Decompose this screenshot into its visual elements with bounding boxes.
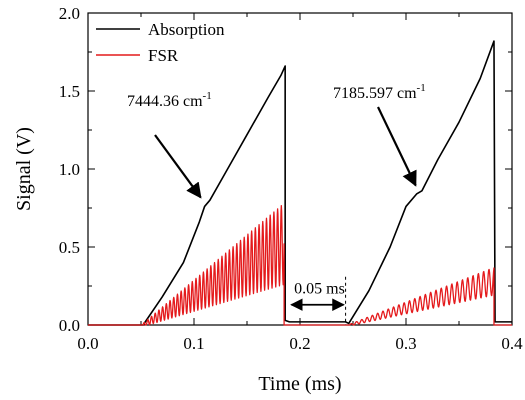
annotation-peak-2: 7185.597 cm-1	[333, 82, 426, 102]
annotation-peak-1-arrow	[154, 134, 202, 199]
annotation-peak-1: 7444.36 cm-1	[127, 90, 212, 110]
annotation-peak-2-arrow	[377, 106, 417, 187]
annotation-layer	[154, 106, 417, 325]
x-tick-label: 0.2	[289, 334, 310, 353]
x-tick-label: 0.0	[77, 334, 98, 353]
y-tick-label: 2.0	[59, 4, 80, 23]
x-tick-label: 0.3	[395, 334, 416, 353]
legend-label-absorption: Absorption	[148, 20, 225, 39]
x-axis-label: Time (ms)	[258, 373, 341, 395]
x-tick-labels: 0.0 0.1 0.2 0.3 0.4	[77, 334, 523, 353]
plot-area	[87, 12, 513, 326]
x-tick-label: 0.4	[501, 334, 523, 353]
series-layer	[88, 40, 512, 326]
annotation-peak-1-sup: -1	[203, 90, 212, 102]
series-fsr-line	[88, 205, 512, 326]
y-tick-label: 0.0	[59, 316, 80, 335]
x-tick-label: 0.1	[183, 334, 204, 353]
y-tick-label: 1.5	[59, 82, 80, 101]
annotation-peak-1-label: 7444.36 cm-1	[127, 90, 212, 110]
y-tick-label: 0.5	[59, 238, 80, 257]
annotation-gap-label: 0.05 ms	[294, 281, 345, 298]
annotation-peak-1-value: 7444.36 cm	[127, 93, 203, 110]
legend: Absorption FSR	[96, 20, 225, 65]
y-axis-label: Signal (V)	[13, 127, 35, 211]
y-tick-labels: 0.0 0.5 1.0 1.5 2.0	[59, 4, 80, 335]
annotation-peak-2-value: 7185.597 cm	[333, 85, 417, 102]
annotation-peak-2-sup: -1	[417, 82, 426, 94]
series-absorption-line	[88, 40, 512, 326]
annotation-peak-2-label: 7185.597 cm-1	[333, 82, 426, 102]
legend-label-fsr: FSR	[148, 46, 179, 65]
axis-ticks	[87, 12, 513, 326]
y-tick-label: 1.0	[59, 160, 80, 179]
